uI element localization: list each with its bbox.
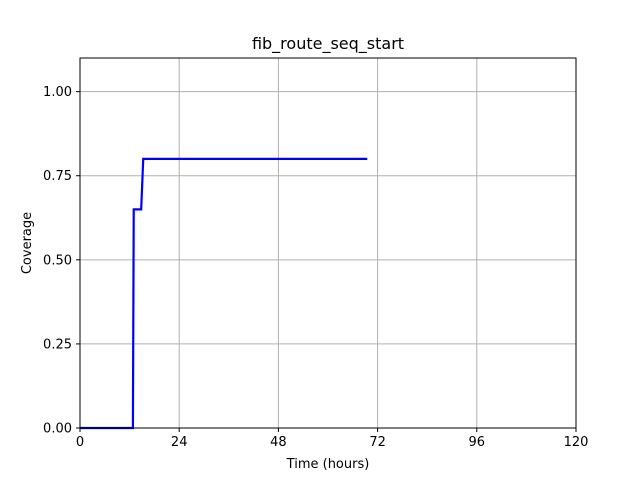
y-axis-title: Coverage [20, 212, 35, 274]
x-axis-title: Time (hours) [286, 457, 370, 472]
y-tick-label: 0.50 [43, 253, 72, 268]
plot-frame [79, 57, 577, 429]
x-tick-label: 96 [469, 435, 486, 450]
y-tick-label: 0.75 [43, 169, 72, 184]
x-tick-label: 72 [369, 435, 386, 450]
x-tick-label: 0 [76, 435, 84, 450]
y-tick-label: 0.25 [43, 337, 72, 352]
x-axis: 0 24 48 72 96 120 [76, 428, 589, 450]
y-tick-label: 1.00 [43, 85, 72, 100]
x-tick-label: 48 [270, 435, 287, 450]
x-tick-label: 120 [564, 435, 589, 450]
y-tick-label: 0.00 [43, 422, 72, 437]
chart-title: fib_route_seq_start [252, 34, 404, 54]
x-tick-label: 24 [171, 435, 188, 450]
y-axis: 0.00 0.25 0.50 0.75 1.00 [43, 85, 80, 437]
